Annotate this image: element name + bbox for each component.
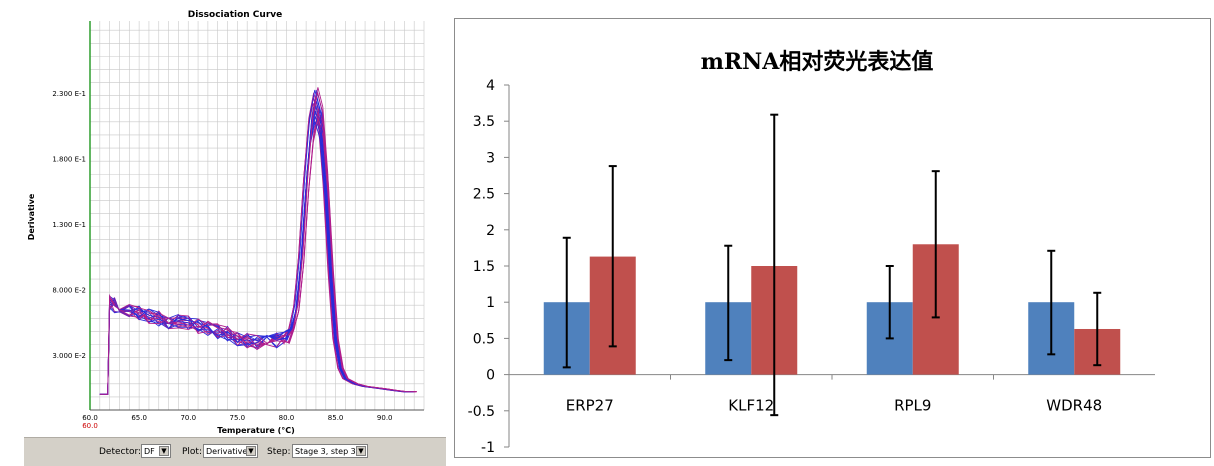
category-label: KLF12 (728, 397, 774, 415)
dissociation-curve-panel: Dissociation Curve 60.0 65.0 70.0 75.0 80.0 8… (24, 5, 446, 466)
category-labels: ERP27 KLF12 RPL9 WDR48 (566, 397, 1102, 415)
y-tick-label: 8.000 E-2 (52, 287, 86, 295)
y-tick-label: 1 (486, 295, 495, 311)
detector-label: Detector: (99, 447, 142, 457)
y-tick-label: 1.5 (473, 259, 495, 275)
y-tick-labels: -1 -0.5 0 0.5 1 1.5 2 2.5 3 3.5 4 (468, 78, 509, 456)
x-tick-label: 60.0 (82, 414, 98, 422)
y-tick-label: 2.5 (473, 187, 495, 203)
y-tick-label: -1 (481, 440, 495, 456)
step-label: Step: (267, 447, 291, 457)
plot-select[interactable]: Derivative ▼ (203, 444, 258, 458)
step-value: Stage 3, step 3 (295, 447, 356, 456)
y-axis-title: Derivative (27, 193, 36, 240)
category-label: RPL9 (894, 397, 931, 415)
chevron-down-icon[interactable]: ▼ (159, 446, 169, 456)
x-tick-label-red: 60.0 (82, 422, 98, 430)
y-tick-label: 3.000 E-2 (52, 352, 86, 360)
category-label: ERP27 (566, 397, 614, 415)
y-tick-label: -0.5 (468, 404, 495, 420)
x-tick-label: 70.0 (180, 414, 196, 422)
category-label: WDR48 (1046, 397, 1102, 415)
chart-title: mRNA相对荧光表达值 (701, 49, 934, 75)
plot-toolbar: Detector: DF ▼ Plot: Derivative ▼ Step: … (24, 437, 446, 466)
chevron-down-icon[interactable]: ▼ (246, 446, 256, 456)
x-tick-label: 85.0 (328, 414, 344, 422)
x-tick-label: 80.0 (279, 414, 295, 422)
y-tick-labels: 3.000 E-2 8.000 E-2 1.300 E-1 1.800 E-1 2.30… (52, 90, 86, 360)
step-select[interactable]: Stage 3, step 3 ▼ (292, 444, 368, 458)
dissociation-curve-chart: Dissociation Curve 60.0 65.0 70.0 75.0 80.0 8… (27, 10, 425, 435)
melt-curves (99, 87, 417, 395)
x-axis-title: Temperature (°C) (217, 426, 295, 435)
y-tick-label: 3 (486, 150, 495, 166)
chart-title: Dissociation Curve (188, 10, 282, 20)
y-tick-label: 1.800 E-1 (52, 156, 86, 164)
plot-label: Plot: (182, 447, 202, 457)
chevron-down-icon[interactable]: ▼ (356, 446, 366, 456)
detector-select[interactable]: DF ▼ (141, 444, 171, 458)
y-tick-label: 4 (486, 78, 495, 94)
x-tick-labels: 60.0 65.0 70.0 75.0 80.0 85.0 90.0 (82, 414, 392, 422)
x-tick-label: 65.0 (131, 414, 147, 422)
mrna-bar-chart: mRNA相对荧光表达值 -1 -0.5 0 0.5 1 1.5 2 2.5 3 3.5 4 ERP2… (468, 49, 1155, 456)
grid-lines (89, 21, 425, 411)
y-tick-label: 1.300 E-1 (52, 221, 86, 229)
melt-curve-line (99, 89, 413, 395)
detector-value: DF (144, 447, 155, 456)
y-tick-label: 2.300 E-1 (52, 90, 86, 98)
error-bars (562, 113, 1102, 417)
y-tick-label: 2 (486, 223, 495, 239)
x-tick-label: 90.0 (377, 414, 393, 422)
x-tick-label: 75.0 (230, 414, 246, 422)
plot-value: Derivative (206, 447, 248, 456)
y-tick-label: 0.5 (473, 331, 495, 347)
axes (89, 21, 424, 411)
y-tick-label: 0 (486, 368, 495, 384)
melt-curve-line (99, 92, 416, 395)
y-tick-label: 3.5 (473, 114, 495, 130)
mrna-bar-chart-panel: mRNA相对荧光表达值 -1 -0.5 0 0.5 1 1.5 2 2.5 3 3.5 4 ERP2… (454, 18, 1211, 458)
bars (543, 244, 1121, 375)
